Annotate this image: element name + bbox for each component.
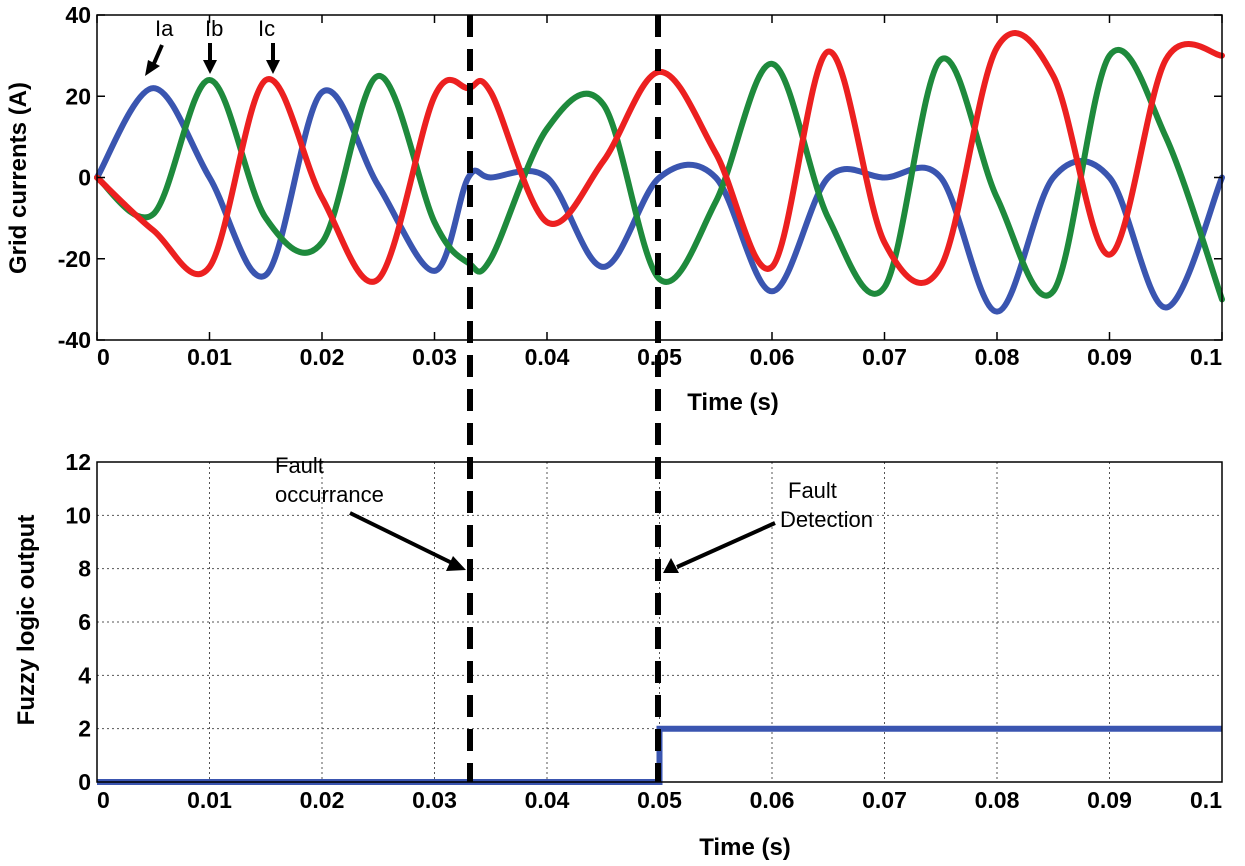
y-tick-labels: -40 -20 0 20 40 xyxy=(58,2,1222,353)
annotation-fault-occurrence: Fault occurrance xyxy=(275,453,384,507)
x-tick-label: 0.01 xyxy=(187,344,232,370)
y-tick-label: 12 xyxy=(65,449,91,475)
x-tick-labels: 0 0.01 0.02 0.03 0.04 0.05 0.06 0.07 0.08 0.09 0.1 xyxy=(97,787,1222,813)
y-tick-labels: 0 2 4 6 8 10 12 xyxy=(65,449,91,795)
y-tick-label: 8 xyxy=(78,556,91,582)
y-tick-label: 40 xyxy=(65,2,91,28)
x-tick-label: 0.06 xyxy=(750,344,795,370)
series-ia-line xyxy=(94,85,1225,315)
series-label-ia: Ia xyxy=(155,16,174,41)
x-axis-label: Time (s) xyxy=(687,389,779,416)
x-tick-label: 0.04 xyxy=(525,787,570,813)
y-tick-label: -20 xyxy=(58,246,91,272)
y-tick-label: 10 xyxy=(65,502,91,528)
x-tick-label: 0.02 xyxy=(300,344,345,370)
x-tick-label: 0.07 xyxy=(862,787,907,813)
x-tick-label: 0.08 xyxy=(975,787,1020,813)
x-tick-label: 0.1 xyxy=(1190,787,1222,813)
x-tick-label: 0 xyxy=(97,787,110,813)
y-axis-label: Grid currents (A) xyxy=(5,82,32,274)
x-tick-label: 0.02 xyxy=(300,787,345,813)
x-tick-label: 0 xyxy=(97,344,110,370)
x-tick-label: 0.09 xyxy=(1087,344,1132,370)
x-tick-label: 0.03 xyxy=(412,344,457,370)
arrow-ic xyxy=(266,43,280,74)
series-ic-line xyxy=(94,30,1225,286)
current-curves xyxy=(94,30,1225,315)
series-ib-line xyxy=(94,46,1225,303)
arrow-ib xyxy=(203,43,217,74)
y-tick-label: 0 xyxy=(78,165,91,191)
y-tick-label: 0 xyxy=(78,769,91,795)
x-axis-label: Time (s) xyxy=(699,834,791,861)
x-tick-labels: 00.010.020.030.040.050.060.070.080.090.1 xyxy=(96,15,1223,370)
y-tick-label: 4 xyxy=(78,662,91,688)
y-tick-label: 20 xyxy=(65,83,91,109)
x-tick-label: 0.09 xyxy=(1087,787,1132,813)
x-tick-label: 0.07 xyxy=(862,344,907,370)
arrow-fault-occurrence xyxy=(349,511,466,571)
annotation-fault-detection: Fault Detection xyxy=(780,478,873,532)
x-tick-label: 0.05 xyxy=(637,787,682,813)
arrow-ia xyxy=(145,44,164,76)
arrow-fault-detection xyxy=(663,521,776,573)
series-label-ic: Ic xyxy=(258,16,275,41)
x-tick-label: 0.04 xyxy=(525,344,570,370)
x-tick-label: 0.1 xyxy=(1190,344,1222,370)
x-tick-label: 0.03 xyxy=(412,787,457,813)
y-tick-label: 6 xyxy=(78,609,91,635)
x-tick-label: 0.06 xyxy=(750,787,795,813)
x-tick-label: 0.01 xyxy=(187,787,232,813)
series-label-ib: Ib xyxy=(205,16,223,41)
y-tick-label: 2 xyxy=(78,716,91,742)
y-tick-label: -40 xyxy=(58,327,91,353)
x-tick-label: 0.08 xyxy=(975,344,1020,370)
y-axis-label: Fuzzy logic output xyxy=(13,515,40,726)
